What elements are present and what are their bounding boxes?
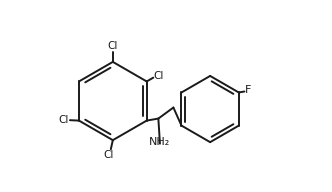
Text: NH₂: NH₂ bbox=[149, 137, 171, 147]
Text: Cl: Cl bbox=[108, 41, 118, 51]
Text: Cl: Cl bbox=[104, 150, 114, 160]
Text: F: F bbox=[245, 85, 252, 95]
Text: Cl: Cl bbox=[59, 115, 69, 125]
Text: Cl: Cl bbox=[153, 71, 163, 81]
